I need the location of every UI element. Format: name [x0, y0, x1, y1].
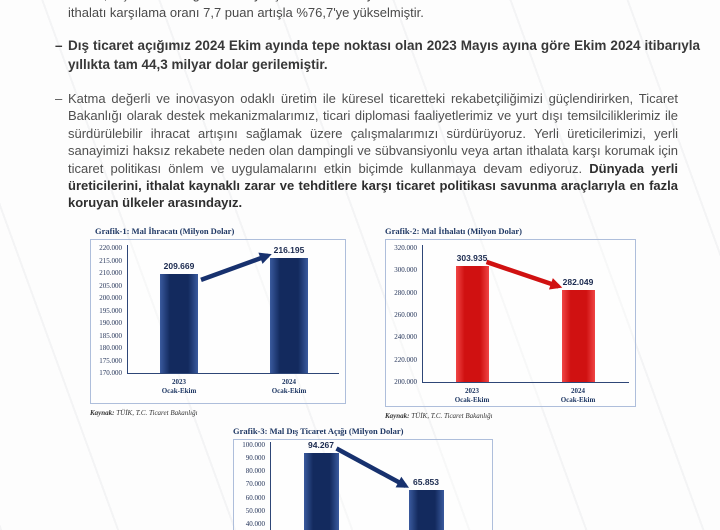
y-tick-label: 210.000	[99, 269, 122, 277]
y-tick-label: 190.000	[99, 319, 122, 327]
y-tick-label: 50.000	[245, 506, 265, 515]
bar-value-label: 282.049	[562, 277, 594, 288]
x-axis-category-label: 2023 Ocak-Ekim	[161, 378, 197, 395]
bullet-trade-deficit-text: Dış ticaret açığımız 2024 Ekim ayında te…	[68, 38, 700, 72]
y-tick-label: 300.000	[394, 266, 417, 275]
y-tick-label: 170.000	[99, 369, 122, 377]
paragraph-coverage-ratio: ithalatı karşılama oranı 7,7 puan artışl…	[68, 5, 424, 20]
y-tick-label: 185.000	[99, 331, 122, 340]
y-tick-label: 100.000	[242, 441, 265, 449]
bullet-dash: –	[55, 38, 63, 53]
bar-2024	[270, 257, 308, 373]
y-tick-label: 60.000	[245, 493, 265, 502]
chart-imports-title: Grafik-2: Mal İthalatı (Milyon Dolar)	[385, 226, 522, 236]
y-tick-label: 220.000	[394, 355, 417, 364]
bullet-trade-policy: – Katma değerli ve inovasyon odaklı üret…	[55, 90, 680, 212]
source-text: TÜİK, T.C. Ticaret Bakanlığı	[409, 412, 493, 420]
y-axis-line	[127, 245, 128, 373]
chart-exports: Grafik-1: Mal İhracatı (Milyon Dolar) 22…	[90, 226, 346, 417]
chart-exports-title: Grafik-1: Mal İhracatı (Milyon Dolar)	[95, 226, 235, 236]
y-tick-label: 320.000	[394, 244, 417, 252]
bar-2023	[455, 265, 489, 382]
y-tick-label: 200.000	[394, 378, 417, 386]
y-tick-label: 180.000	[99, 344, 122, 352]
y-tick-label: 260.000	[394, 311, 417, 319]
y-tick-label: 220.000	[99, 244, 122, 252]
y-axis-line	[422, 245, 423, 382]
y-tick-label: 215.000	[99, 256, 122, 265]
bullet-dash: –	[55, 91, 63, 106]
chart-deficit-title: Grafik-3: Mal Dış Ticaret Açığı (Milyon …	[233, 426, 404, 436]
source-label: Kaynak:	[90, 409, 115, 417]
y-tick-label: 70.000	[245, 480, 265, 489]
bar-2023	[303, 452, 339, 530]
bar-value-label: 209.669	[163, 260, 195, 271]
bar-value-label: 303.935	[456, 252, 488, 263]
bar-2024	[408, 489, 444, 530]
y-tick-label: 40.000	[245, 519, 265, 528]
x-axis-line	[422, 382, 629, 383]
y-tick-label: 240.000	[394, 333, 417, 342]
chart-exports-plot: 220.000 215.000 210.000 205.000 200.000 195.0…	[90, 239, 346, 404]
bullet-trade-policy-text: Katma değerli ve inovasyon odaklı üretim…	[68, 90, 678, 212]
bar-value-label: 216.195	[273, 244, 305, 255]
source-text: TÜİK, T.C. Ticaret Bakanlığı	[114, 409, 198, 417]
y-tick-label: 280.000	[394, 288, 417, 297]
bullet-trade-deficit: – Dış ticaret açığımız 2024 Ekim ayında …	[55, 36, 703, 74]
x-axis-line	[127, 373, 339, 374]
x-axis-category-label: 2023 Ocak-Ekim	[454, 387, 490, 404]
chart-deficit-plot: 100.000 90.000 80.000 70.000 60.000 50.000 40.…	[233, 439, 493, 530]
chart-deficit: Grafik-3: Mal Dış Ticaret Açığı (Milyon …	[233, 426, 493, 530]
chart-exports-source: Kaynak: TÜİK, T.C. Ticaret Bakanlığı	[90, 409, 346, 417]
chart-imports-plot: 320.000 300.000 280.000 260.000 240.000 220.0…	[385, 239, 636, 407]
policy-text-bold: Dünyada yerli üreticilerini, ithalat kay…	[68, 160, 679, 211]
chart-imports-source: Kaynak: TÜİK, T.C. Ticaret Bakanlığı	[385, 412, 636, 420]
source-label: Kaynak:	[385, 412, 410, 420]
y-tick-label: 195.000	[99, 306, 122, 315]
policy-text-regular: Katma değerli ve inovasyon odaklı üretim…	[68, 91, 678, 176]
bar-value-label: 65.853	[413, 476, 439, 487]
y-tick-label: 90.000	[245, 454, 265, 463]
bar-2023	[160, 273, 198, 373]
x-axis-category-label: 2024 Ocak-Ekim	[560, 387, 596, 404]
y-tick-label: 205.000	[99, 281, 122, 290]
clipped-text-line: artarken, dış ticaret dengesindeki iyile…	[56, 0, 704, 3]
chart-imports: Grafik-2: Mal İthalatı (Milyon Dolar) 32…	[385, 226, 636, 420]
y-tick-label: 80.000	[245, 467, 265, 476]
y-tick-label: 200.000	[99, 294, 122, 302]
y-tick-label: 175.000	[99, 356, 122, 365]
y-axis-line	[270, 442, 271, 530]
bar-2024	[561, 290, 595, 382]
x-axis-category-label: 2024 Ocak-Ekim	[271, 378, 307, 395]
bar-value-label: 94.267	[308, 439, 334, 450]
